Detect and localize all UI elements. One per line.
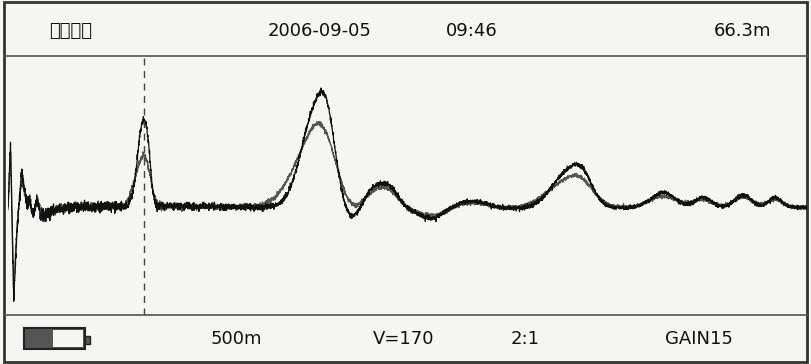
Text: 低压脉冲: 低压脉冲 xyxy=(49,22,92,40)
Text: 66.3m: 66.3m xyxy=(714,22,771,40)
Text: V=170: V=170 xyxy=(373,330,435,348)
Text: 09:46: 09:46 xyxy=(446,22,498,40)
Text: 500m: 500m xyxy=(211,330,263,348)
Text: 2006-09-05: 2006-09-05 xyxy=(268,22,371,40)
Text: 2:1: 2:1 xyxy=(511,330,540,348)
Text: GAIN15: GAIN15 xyxy=(665,330,733,348)
